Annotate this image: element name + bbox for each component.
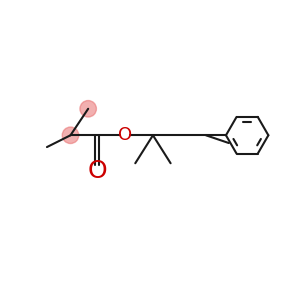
Circle shape: [62, 127, 79, 143]
Text: O: O: [87, 159, 107, 183]
Circle shape: [80, 100, 96, 117]
Text: O: O: [118, 126, 132, 144]
